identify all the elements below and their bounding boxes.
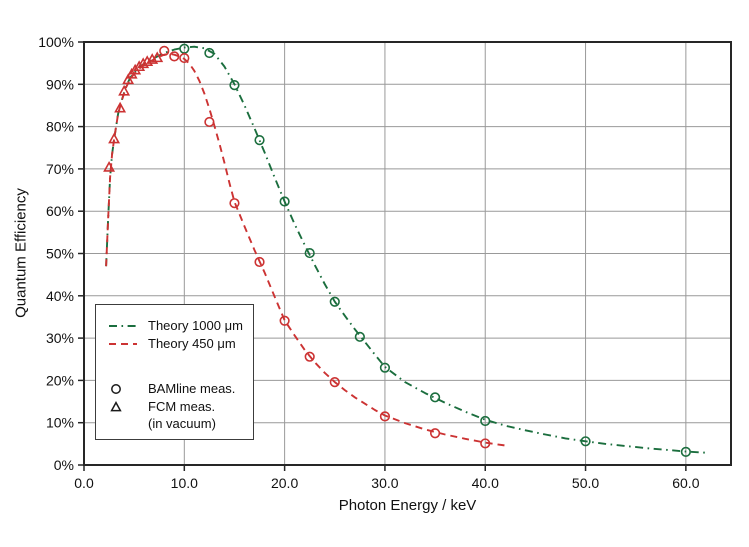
fcm-marker — [122, 73, 135, 85]
legend-item-fcm: FCM meas. — [108, 399, 243, 414]
theory-1000-curve — [105, 45, 706, 454]
legend-label: Theory 1000 μm — [148, 318, 243, 333]
bamline-450-marker — [169, 51, 180, 62]
bamline-1000-marker — [254, 135, 265, 146]
y-tick-label: 80% — [46, 119, 74, 135]
bamline-1000-marker — [304, 247, 315, 259]
bamline-1000-marker — [379, 362, 391, 373]
bamline-1000-marker — [480, 415, 491, 427]
bamline-450-marker — [480, 438, 491, 449]
x-tick-label: 20.0 — [271, 475, 298, 491]
legend-line-dashed-sample — [108, 339, 138, 349]
bamline-450-marker — [429, 428, 441, 439]
bamline-1000-marker — [580, 436, 591, 447]
x-tick-label: 30.0 — [371, 475, 398, 491]
bamline-450-marker — [204, 116, 215, 128]
fcm-marker — [137, 57, 150, 69]
legend-circle-sample — [108, 382, 138, 396]
x-tick-label: 0.0 — [74, 475, 94, 491]
bamline-1000-marker — [329, 296, 340, 307]
legend-label: FCM meas. — [148, 399, 216, 414]
bamline-1000-marker — [680, 446, 691, 457]
fcm-marker — [103, 160, 116, 172]
bamline-1000-marker — [279, 196, 290, 207]
bamline-450-marker — [279, 315, 290, 326]
circle-marker-icon — [111, 383, 121, 394]
fcm-marker — [108, 132, 121, 144]
triangle-marker-icon — [110, 400, 122, 411]
legend-label: Theory 450 μm — [148, 336, 236, 351]
bamline-450-marker — [229, 198, 240, 209]
legend-line-dashdot-sample — [108, 321, 138, 331]
y-tick-label: 30% — [46, 330, 74, 346]
bamline-450-marker — [304, 351, 315, 362]
fcm-marker — [118, 84, 131, 96]
y-tick-label: 70% — [46, 161, 74, 177]
bamline-1000-marker — [354, 331, 365, 342]
x-axis-title: Photon Energy / keV — [338, 497, 477, 514]
x-tick-label: 10.0 — [171, 475, 198, 491]
x-tick-label: 40.0 — [472, 475, 499, 491]
y-tick-label: 100% — [38, 34, 74, 50]
dashed-line-icon — [109, 342, 137, 345]
y-tick-label: 60% — [46, 203, 74, 219]
y-tick-label: 40% — [46, 288, 74, 304]
bamline-1000-marker — [429, 392, 441, 403]
y-axis-title: Quantum Efficiency — [12, 188, 30, 318]
bamline-450-marker — [379, 411, 391, 422]
y-tick-label: 50% — [46, 246, 74, 262]
legend-item-theory-450: Theory 450 μm — [108, 336, 243, 351]
legend-label-sub: (in vacuum) — [148, 416, 216, 431]
legend-box: Theory 1000 μm Theory 450 μm BAMline mea… — [95, 304, 254, 440]
y-tick-label: 0% — [54, 457, 74, 473]
x-tick-label: 50.0 — [572, 475, 599, 491]
legend-item-bamline: BAMline meas. — [108, 381, 243, 396]
bamline-450-marker — [254, 256, 265, 268]
fcm-marker — [114, 101, 127, 113]
legend-label: BAMline meas. — [148, 381, 236, 396]
bamline-450-marker — [329, 376, 340, 388]
x-tick-label: 60.0 — [672, 475, 699, 491]
fcm-marker — [133, 60, 146, 72]
fcm-marker — [151, 51, 164, 63]
bamline-450-marker — [179, 52, 190, 64]
bamline-1000-marker — [229, 80, 240, 91]
bamline-1000-marker — [204, 47, 215, 59]
legend-spacer — [108, 354, 243, 378]
y-tick-label: 90% — [46, 76, 74, 92]
legend-item-theory-1000: Theory 1000 μm — [108, 318, 243, 333]
legend-triangle-sample — [108, 400, 138, 414]
y-tick-label: 20% — [46, 372, 74, 388]
bamline-450-marker — [159, 45, 170, 56]
dashdot-line-icon — [109, 324, 137, 327]
y-tick-label: 10% — [46, 415, 74, 431]
